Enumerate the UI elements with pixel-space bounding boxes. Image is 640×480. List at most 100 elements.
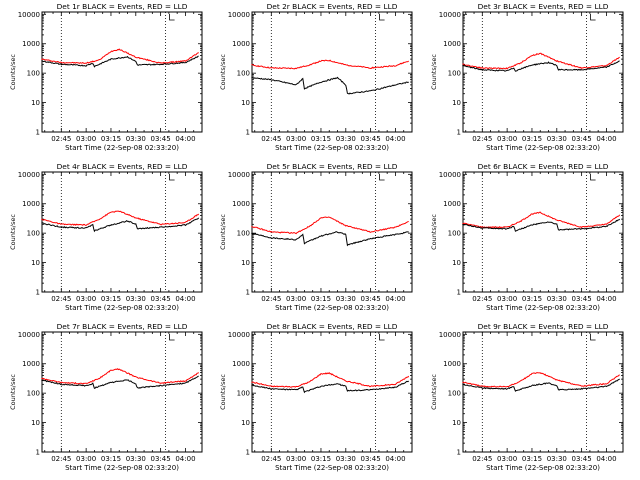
events-series-line bbox=[41, 55, 199, 68]
bracket-marker bbox=[379, 14, 385, 21]
lld-series-line bbox=[251, 216, 409, 235]
lld-series-line bbox=[41, 210, 200, 226]
y-tick-label: 10000 bbox=[228, 11, 250, 19]
y-tick-label: 1000 bbox=[443, 40, 461, 48]
x-tick-label: 03:30 bbox=[336, 295, 356, 303]
x-tick-label: 02:45 bbox=[51, 295, 71, 303]
x-tick-label: 03:45 bbox=[361, 135, 381, 143]
plot-frame bbox=[462, 171, 624, 293]
x-tick-label: 02:45 bbox=[472, 295, 492, 303]
y-tick-label: 1 bbox=[36, 289, 40, 297]
x-tick-label: 03:00 bbox=[286, 295, 306, 303]
events-series-line bbox=[41, 375, 199, 389]
x-tick-label: 03:45 bbox=[572, 295, 592, 303]
x-tick-label: 02:45 bbox=[261, 295, 281, 303]
plot-frame bbox=[251, 331, 413, 453]
plot-frame bbox=[251, 11, 413, 133]
x-tick-label: 03:30 bbox=[336, 135, 356, 143]
x-axis-label: Start Time (22-Sep-08 02:33:20) bbox=[65, 304, 179, 312]
panel-det-2: Det 2r BLACK = Events, RED = LLD 1 10 100 10… bbox=[219, 2, 413, 152]
x-tick-label: 03:15 bbox=[101, 295, 121, 303]
y-tick-label: 10000 bbox=[439, 11, 461, 19]
x-tick-label: 03:00 bbox=[497, 135, 517, 143]
y-axis-label: Counts/sec bbox=[430, 214, 438, 250]
y-tick-label: 100 bbox=[27, 230, 40, 238]
x-tick-label: 02:45 bbox=[51, 135, 71, 143]
panel-title: Det 8r BLACK = Events, RED = LLD bbox=[267, 322, 398, 331]
plot-frame bbox=[251, 171, 413, 293]
y-tick-label: 100 bbox=[448, 390, 461, 398]
panel-det-6: Det 6r BLACK = Events, RED = LLD 1 10 100 10… bbox=[430, 162, 624, 312]
x-tick-label: 02:45 bbox=[472, 135, 492, 143]
x-tick-label: 03:30 bbox=[547, 295, 567, 303]
x-axis-label: Start Time (22-Sep-08 02:33:20) bbox=[65, 464, 179, 472]
events-series-line bbox=[462, 218, 621, 232]
events-series-line bbox=[462, 60, 620, 72]
x-tick-label: 03:30 bbox=[547, 135, 567, 143]
x-tick-label: 04:00 bbox=[385, 295, 405, 303]
y-axis-label: Counts/sec bbox=[219, 374, 227, 410]
lld-series-line bbox=[41, 48, 199, 64]
panel-det-3: Det 3r BLACK = Events, RED = LLD 1 10 100 10… bbox=[430, 2, 624, 152]
events-series-line bbox=[251, 380, 410, 394]
x-tick-label: 04:00 bbox=[596, 295, 616, 303]
x-axis-label: Start Time (22-Sep-08 02:33:20) bbox=[275, 304, 389, 312]
x-tick-label: 03:15 bbox=[522, 295, 542, 303]
y-tick-label: 10 bbox=[31, 419, 40, 427]
panel-det-8: Det 8r BLACK = Events, RED = LLD 1 10 100 10… bbox=[219, 322, 413, 472]
x-tick-label: 03:15 bbox=[522, 455, 542, 463]
x-axis-label: Start Time (22-Sep-08 02:33:20) bbox=[486, 304, 600, 312]
panel-title: Det 9r BLACK = Events, RED = LLD bbox=[478, 322, 609, 331]
bracket-marker bbox=[379, 334, 385, 341]
plot-frame bbox=[41, 171, 203, 293]
x-axis-label: Start Time (22-Sep-08 02:33:20) bbox=[65, 144, 179, 152]
bracket-marker bbox=[169, 334, 175, 341]
events-series-line bbox=[251, 76, 409, 95]
x-tick-label: 03:45 bbox=[572, 135, 592, 143]
bracket-marker bbox=[169, 14, 175, 21]
y-tick-label: 1 bbox=[457, 449, 461, 457]
y-tick-label: 1 bbox=[457, 129, 461, 137]
lld-series-line bbox=[251, 371, 410, 388]
y-tick-label: 1000 bbox=[443, 200, 461, 208]
y-tick-label: 10 bbox=[452, 419, 461, 427]
y-tick-label: 1000 bbox=[22, 40, 40, 48]
y-axis-label: Counts/sec bbox=[430, 374, 438, 410]
x-tick-label: 03:00 bbox=[497, 455, 517, 463]
panel-title: Det 5r BLACK = Events, RED = LLD bbox=[267, 162, 398, 171]
y-tick-label: 1000 bbox=[232, 40, 250, 48]
plot-frame bbox=[462, 331, 624, 453]
panel-title: Det 7r BLACK = Events, RED = LLD bbox=[57, 322, 188, 331]
y-axis-label: Counts/sec bbox=[219, 214, 227, 250]
y-tick-label: 10000 bbox=[18, 11, 40, 19]
y-tick-label: 1 bbox=[246, 289, 250, 297]
x-tick-label: 04:00 bbox=[385, 455, 405, 463]
y-axis-label: Counts/sec bbox=[9, 214, 17, 250]
x-axis-label: Start Time (22-Sep-08 02:33:20) bbox=[275, 464, 389, 472]
x-tick-label: 03:00 bbox=[76, 135, 96, 143]
y-tick-label: 10 bbox=[241, 259, 250, 267]
y-tick-label: 10 bbox=[31, 99, 40, 107]
plot-frame bbox=[41, 331, 203, 453]
x-tick-label: 03:15 bbox=[101, 135, 121, 143]
y-tick-label: 1000 bbox=[22, 360, 40, 368]
y-tick-label: 10 bbox=[452, 99, 461, 107]
x-tick-label: 03:45 bbox=[361, 295, 381, 303]
x-tick-label: 03:45 bbox=[361, 455, 381, 463]
y-tick-label: 10000 bbox=[18, 331, 40, 339]
x-tick-label: 03:45 bbox=[151, 455, 171, 463]
x-tick-label: 03:00 bbox=[76, 455, 96, 463]
x-tick-label: 03:30 bbox=[126, 295, 146, 303]
panel-title: Det 6r BLACK = Events, RED = LLD bbox=[478, 162, 609, 171]
y-tick-label: 1 bbox=[36, 449, 40, 457]
y-tick-label: 1000 bbox=[232, 360, 250, 368]
plot-frame bbox=[41, 11, 203, 133]
x-tick-label: 03:45 bbox=[151, 135, 171, 143]
y-tick-label: 100 bbox=[237, 390, 250, 398]
x-tick-label: 03:15 bbox=[311, 295, 331, 303]
panel-det-5: Det 5r BLACK = Events, RED = LLD 1 10 100 10… bbox=[219, 162, 413, 312]
lld-series-line bbox=[41, 368, 199, 385]
y-tick-label: 100 bbox=[237, 230, 250, 238]
x-tick-label: 03:15 bbox=[311, 455, 331, 463]
